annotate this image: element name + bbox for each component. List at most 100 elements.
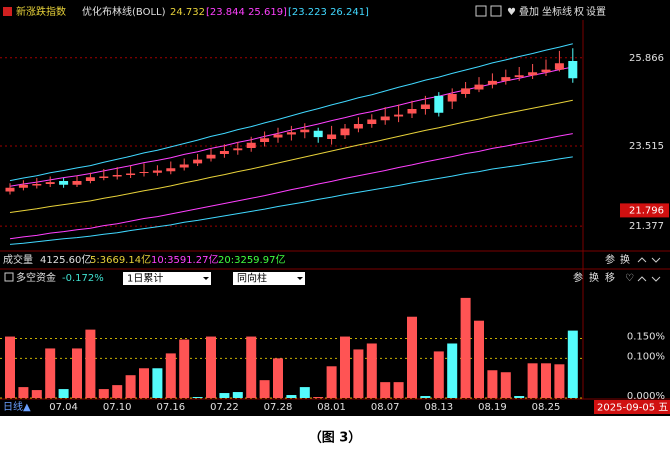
candle-body: [541, 69, 551, 73]
bar: [246, 336, 257, 398]
candle-body: [273, 134, 283, 138]
panel-button[interactable]: 换: [589, 271, 599, 284]
candle-body: [206, 154, 216, 159]
candle-body: [72, 181, 82, 185]
candle-body: [18, 184, 28, 188]
toolbar-button[interactable]: 权: [574, 5, 584, 18]
bar: [326, 366, 337, 398]
toolbar-button[interactable]: 设置: [586, 6, 606, 18]
x-tick-label: 07.22: [210, 402, 239, 413]
bar: [541, 363, 551, 398]
zoom-in-icon[interactable]: [475, 5, 487, 17]
period: 日线▲: [3, 400, 31, 413]
panel-button[interactable]: 移: [605, 271, 615, 284]
y-tick-label: 25.866: [629, 53, 664, 64]
zoom-out-icon[interactable]: [490, 5, 502, 17]
bar: [165, 353, 176, 398]
candle-body: [286, 132, 296, 135]
candle-body: [447, 94, 457, 102]
select[interactable]: [123, 272, 211, 285]
lower-value: -0.172%: [62, 273, 104, 284]
bar: [206, 336, 216, 398]
bar: [353, 349, 364, 398]
select-text[interactable]: 1日累计: [127, 272, 163, 285]
panel-button[interactable]: 换: [620, 253, 630, 266]
candle-body: [139, 172, 149, 173]
x-tick-label: 07.28: [264, 402, 293, 413]
bar: [85, 329, 96, 398]
select-text[interactable]: 同向柱: [237, 272, 267, 285]
bar: [474, 320, 484, 398]
price-box: [620, 203, 669, 218]
heart-icon[interactable]: ♡: [625, 273, 634, 284]
candle-body: [528, 72, 538, 76]
legend-text: [23.844 25.619]: [206, 7, 287, 18]
boll-line: [9, 133, 573, 240]
bar: [31, 390, 42, 398]
bar: [420, 396, 431, 398]
bar: [58, 389, 69, 398]
current-date: 2025-09-05 五: [597, 403, 668, 414]
arrows[interactable]: [637, 257, 661, 263]
bar: [219, 393, 230, 398]
bar: [447, 343, 458, 398]
bar: [5, 336, 15, 398]
lower-title: 多空资金: [16, 271, 56, 284]
candle-body: [327, 134, 337, 139]
candle-body: [394, 114, 404, 117]
bar: [366, 343, 377, 398]
candle-body: [554, 63, 564, 70]
bar: [380, 382, 391, 398]
caption: （图 3）: [309, 430, 362, 446]
panel-button[interactable]: 参: [573, 271, 583, 284]
x-tick-label: 08.13: [424, 402, 453, 413]
legend-text: [23.223 26.241]: [288, 7, 369, 18]
marked-price: 21.796: [629, 205, 664, 216]
bar: [393, 382, 404, 398]
x-tick-label: 08.25: [532, 402, 561, 413]
candle-body: [179, 164, 189, 168]
bar: [286, 395, 297, 398]
candle-body: [126, 173, 136, 175]
bar: [45, 348, 56, 398]
bar: [72, 348, 82, 398]
arrows[interactable]: [637, 276, 661, 282]
x-tick-label: 07.10: [103, 402, 132, 413]
toolbar-button[interactable]: 叠加: [519, 6, 539, 18]
volume-item: 10:3591.27亿: [151, 253, 218, 266]
candle-body: [514, 75, 524, 78]
bar: [139, 368, 149, 398]
candle-body: [219, 151, 229, 154]
y-tick-label: 0.000%: [627, 391, 665, 402]
candle-body: [420, 104, 430, 109]
bar: [232, 392, 243, 398]
boll-line: [9, 156, 573, 245]
bar: [152, 368, 163, 398]
legend-text: 24.732: [170, 7, 205, 18]
candle-body: [380, 116, 390, 121]
volume-item: 5:3669.14亿: [90, 253, 151, 266]
y-tick-label: 23.515: [629, 141, 664, 152]
candle-body: [166, 168, 176, 172]
heart-icon[interactable]: ♥: [507, 7, 516, 18]
bar: [433, 351, 444, 398]
candle-body: [461, 88, 471, 94]
bar: [340, 336, 350, 398]
bar: [313, 397, 324, 398]
candle-body: [474, 84, 484, 90]
y-tick-label: 0.150%: [627, 332, 665, 343]
x-tick-label: 08.07: [371, 402, 400, 413]
toolbar-button[interactable]: 坐标线: [542, 5, 572, 18]
boll-line: [9, 43, 573, 182]
icon: [3, 7, 12, 16]
boll-line: [9, 99, 573, 213]
x-tick-label: 08.19: [478, 402, 507, 413]
candle-body: [300, 129, 310, 133]
candle-body: [99, 176, 109, 178]
panel-button[interactable]: 参: [605, 253, 615, 266]
candle-body: [568, 61, 578, 79]
select[interactable]: [233, 272, 305, 285]
candle-body: [85, 177, 95, 181]
bar: [98, 389, 109, 398]
